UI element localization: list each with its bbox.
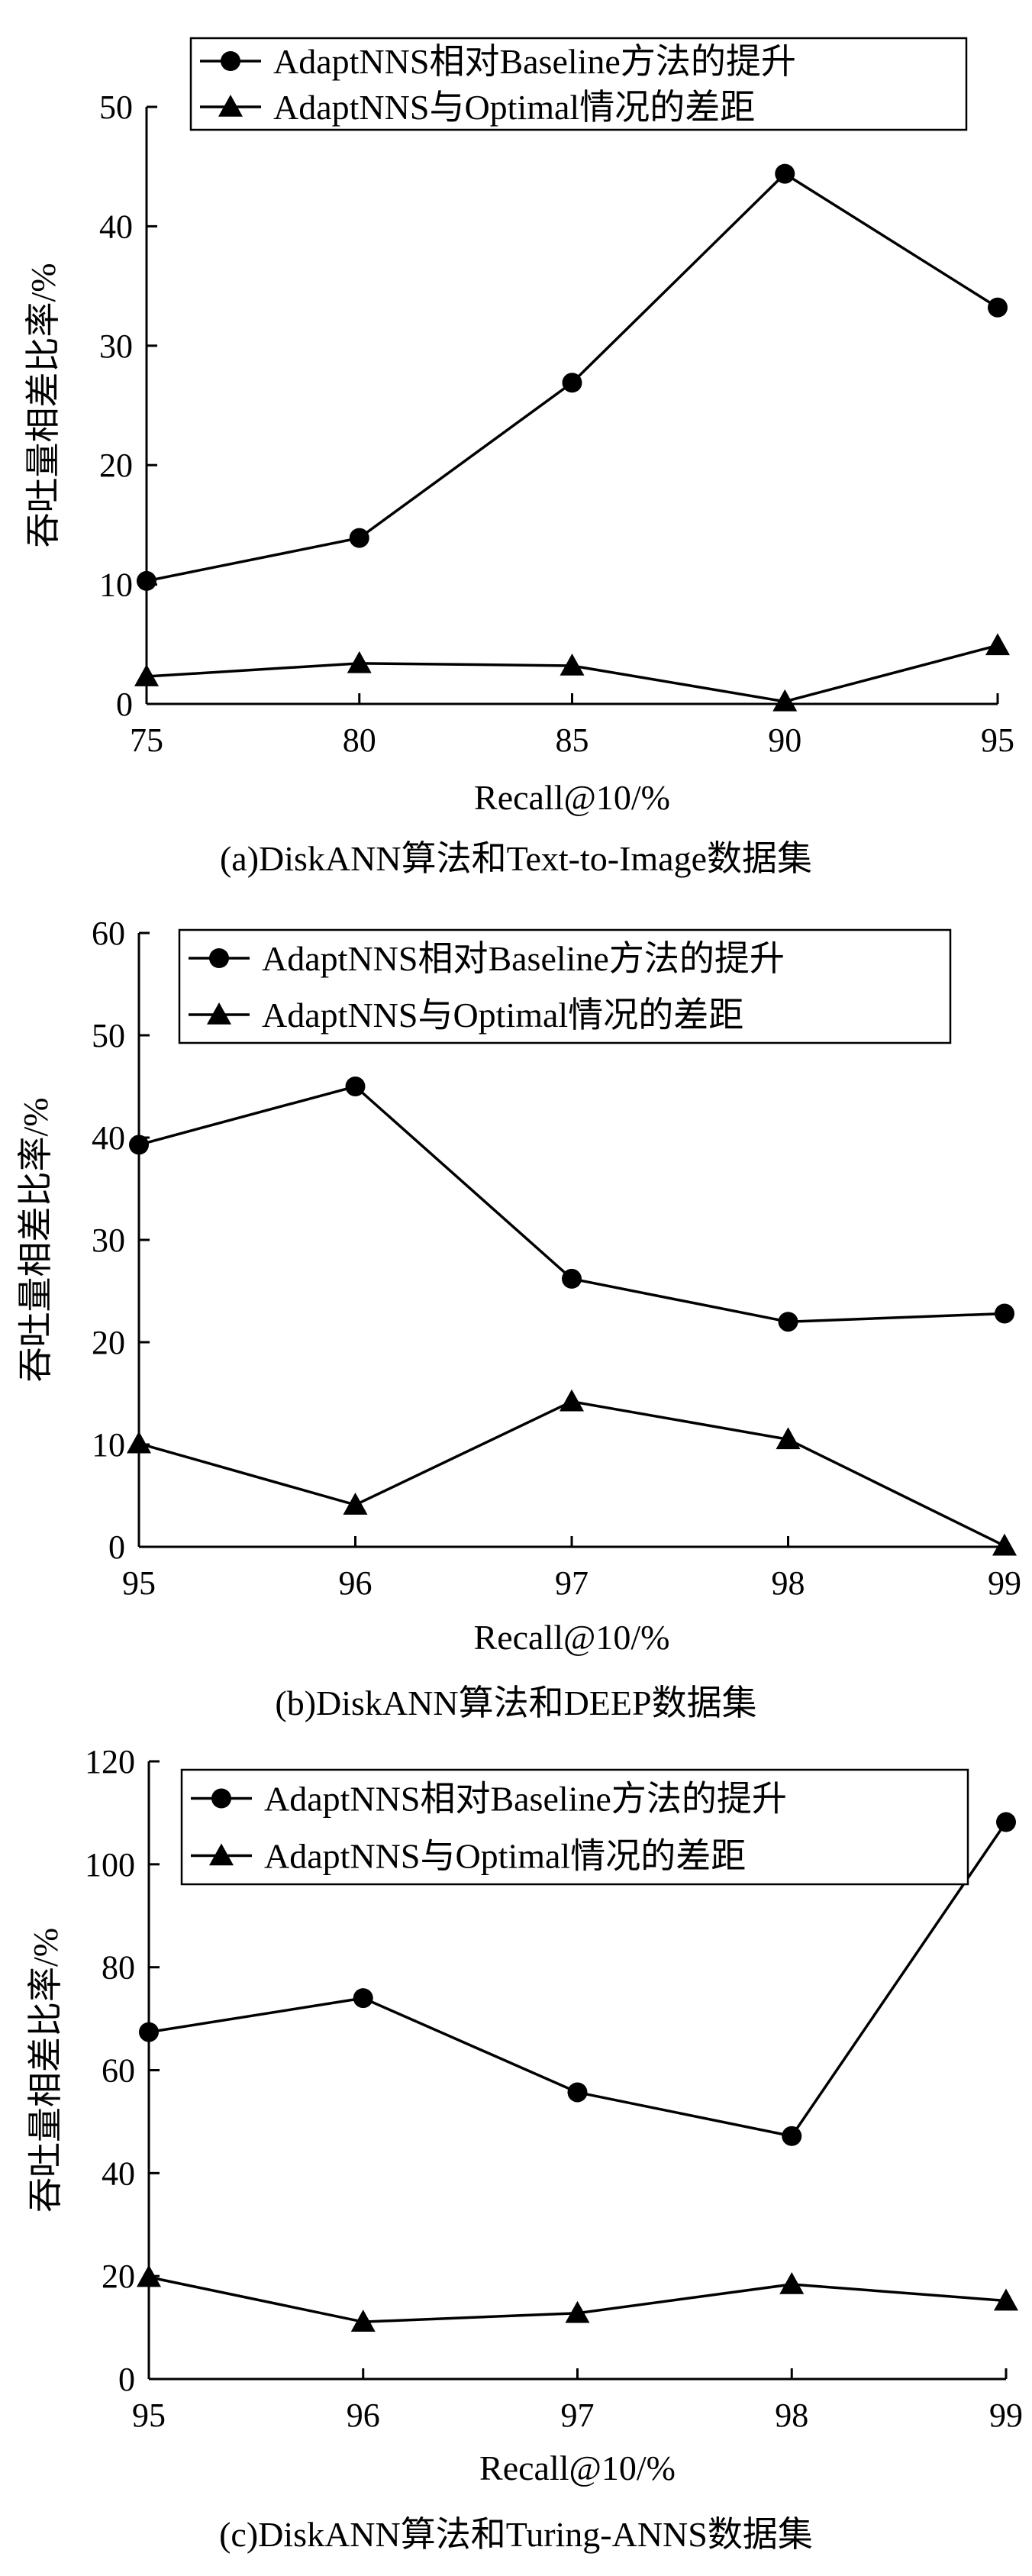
series-line-2 [138, 1399, 1005, 1548]
data-point-triangle [134, 664, 159, 686]
x-tick-label: 80 [343, 721, 376, 759]
chart-panel-3: 0 20 40 60 80 100 120 95 96 97 98 99 Recall@10/% 吞吐量相… [26, 1743, 1023, 2554]
legend-label-2: AdaptNNS与Optimal情况的差距 [273, 88, 755, 127]
data-point-triangle [127, 1431, 151, 1454]
data-point-triangle [343, 1493, 368, 1515]
legend-marker-circle [221, 51, 240, 71]
x-tick-label: 96 [339, 1564, 372, 1602]
chart-caption: (c)DiskANN算法和Turing-ANNS数据集 [219, 2515, 813, 2554]
x-axis-title: Recall@10/% [474, 778, 670, 817]
data-point-circle [775, 163, 795, 184]
x-tick-label: 95 [132, 2397, 166, 2434]
chart-caption: (b)DiskANN算法和DEEP数据集 [275, 1683, 756, 1722]
y-tick-label: 10 [92, 1426, 125, 1464]
y-tick-label: 20 [92, 1324, 125, 1361]
y-tick-label: 40 [99, 208, 133, 245]
y-tick-label: 0 [116, 686, 133, 723]
x-tick-label: 85 [556, 721, 589, 759]
x-tick-label: 96 [347, 2397, 380, 2434]
legend-marker-circle [211, 1788, 231, 1809]
legend-box [178, 928, 952, 1044]
legend-marker-triangle [209, 1843, 234, 1866]
data-point-triangle [776, 1427, 801, 1450]
y-tick-label: 20 [102, 2258, 135, 2295]
x-tick-label: 98 [772, 1564, 805, 1602]
data-point-circle [995, 1303, 1014, 1324]
legend-box [189, 37, 968, 131]
legend-label-1: AdaptNNS相对Baseline方法的提升 [273, 42, 796, 81]
data-point-circle [139, 2022, 159, 2042]
y-axis-title: 吞吐量相差比率/% [16, 1097, 55, 1382]
legend-label-2: AdaptNNS与Optimal情况的差距 [262, 996, 743, 1035]
data-point-circle [349, 528, 369, 548]
y-tick-label: 60 [102, 2052, 135, 2090]
x-tick-label: 95 [122, 1564, 156, 1602]
y-axis-title: 吞吐量相差比率/% [24, 263, 63, 547]
legend-marker-triangle [207, 1002, 231, 1025]
chart-panel-2: 0 10 20 30 40 50 60 95 96 97 98 99 Recall@10/% 吞吐量相差比… [16, 915, 1021, 1722]
data-point-triangle [994, 2288, 1018, 2311]
data-point-circle [996, 1812, 1016, 1832]
data-point-triangle [779, 2271, 805, 2294]
data-point-triangle [565, 2300, 590, 2323]
y-axis-title: 吞吐量相差比率/% [26, 1928, 65, 2213]
x-tick-label: 95 [981, 721, 1014, 759]
x-tick-label: 75 [130, 721, 163, 759]
y-tick-label: 30 [99, 328, 133, 365]
y-tick-label: 30 [92, 1222, 125, 1259]
legend-label-1: AdaptNNS相对Baseline方法的提升 [262, 939, 785, 978]
y-tick-label: 40 [102, 2155, 135, 2192]
data-point-circle [988, 297, 1008, 318]
data-point-triangle [137, 2264, 161, 2287]
x-tick-label: 97 [561, 2397, 595, 2434]
data-point-circle [129, 1135, 149, 1155]
x-axis-title: Recall@10/% [474, 1618, 670, 1657]
data-point-triangle [985, 633, 1010, 656]
x-tick-label: 99 [988, 1564, 1021, 1602]
x-tick-label: 99 [989, 2397, 1023, 2434]
data-point-triangle [347, 650, 372, 673]
data-point-circle [567, 2082, 588, 2103]
y-tick-label: 50 [99, 89, 133, 126]
data-point-circle [782, 2126, 802, 2146]
y-tick-label: 120 [85, 1743, 135, 1780]
y-tick-label: 80 [102, 1949, 135, 1987]
data-point-circle [562, 373, 582, 393]
data-point-triangle [560, 1389, 584, 1412]
data-point-circle [562, 1268, 582, 1289]
y-tick-label: 100 [85, 1846, 135, 1884]
legend-label-1: AdaptNNS相对Baseline方法的提升 [264, 1780, 787, 1819]
chart-caption: (a)DiskANN算法和Text-to-Image数据集 [220, 839, 812, 878]
y-tick-label: 60 [92, 915, 125, 952]
x-tick-label: 97 [555, 1564, 589, 1602]
data-point-circle [137, 570, 156, 591]
y-tick-label: 10 [99, 567, 133, 604]
data-point-circle [345, 1077, 366, 1096]
y-tick-label: 0 [108, 1528, 125, 1566]
y-tick-label: 40 [92, 1119, 125, 1157]
legend-marker-triangle [218, 95, 243, 117]
y-tick-label: 50 [92, 1017, 125, 1054]
legend-box [180, 1768, 969, 1886]
data-point-circle [353, 1988, 373, 2009]
chart-panel-1: 0 10 20 30 40 50 75 80 85 90 95 Recall@10/% 吞吐量相差比率/… [24, 37, 1014, 878]
x-axis-title: Recall@10/% [479, 2448, 676, 2487]
legend-marker-circle [209, 948, 229, 968]
data-point-triangle [560, 653, 585, 676]
data-point-triangle [350, 2310, 376, 2332]
x-tick-label: 90 [768, 721, 801, 759]
data-point-circle [778, 1312, 798, 1332]
data-point-triangle [992, 1533, 1017, 1556]
y-tick-label: 0 [118, 2361, 135, 2398]
legend-label-2: AdaptNNS与Optimal情况的差距 [264, 1837, 746, 1876]
data-point-triangle [772, 689, 798, 712]
y-tick-label: 20 [99, 447, 133, 484]
x-tick-label: 98 [775, 2397, 808, 2434]
